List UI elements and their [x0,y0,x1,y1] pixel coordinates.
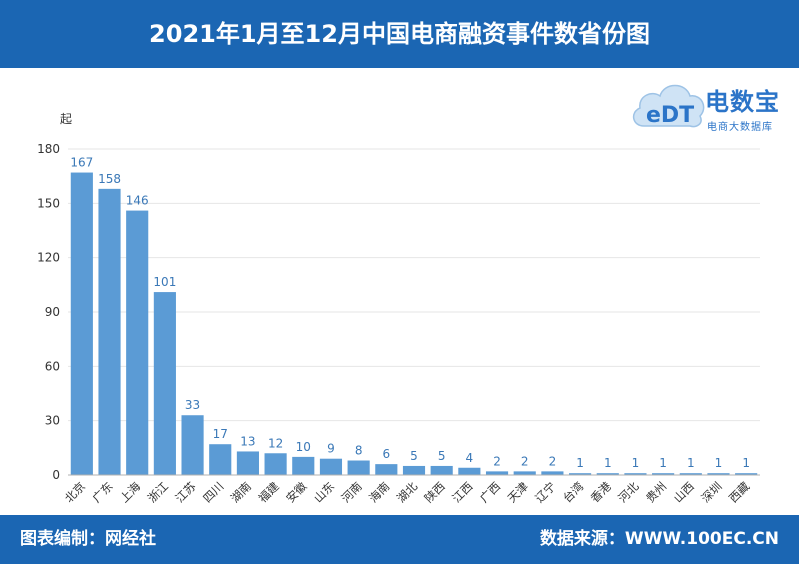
category-label: 河北 [615,479,642,506]
category-label: 江苏 [173,479,199,505]
category-label: 湖南 [228,479,254,505]
bar [679,473,702,475]
logo-subtitle: 电商大数据库 [707,122,773,133]
category-label: 山东 [311,479,337,505]
category-label: 山西 [671,479,697,505]
bar [707,473,730,475]
bar [292,456,315,475]
logo-name: 电数宝 [705,88,780,116]
bar [70,172,93,476]
value-label: 101 [153,275,176,289]
value-label: 1 [659,456,667,470]
category-label: 上海 [117,479,144,506]
bar [236,451,259,475]
category-label: 海南 [366,479,392,505]
value-label: 5 [438,449,446,463]
bar [402,465,426,475]
category-label: 西藏 [726,479,753,506]
value-label: 2 [521,454,529,468]
category-label: 浙江 [145,479,172,506]
grid-lines [68,148,760,422]
category-label: 安徽 [283,479,310,506]
y-tick-label: 30 [45,414,60,428]
value-label: 2 [493,454,501,468]
category-label: 湖北 [394,479,421,506]
category-label: 河南 [339,479,365,505]
value-label: 12 [268,436,283,450]
data-source: 数据来源：WWW.100EC.CN [539,529,779,549]
chart-editor: 图表编制：网经社 [20,529,156,549]
value-label: 6 [382,447,390,461]
value-label: 1 [604,456,612,470]
chart-title: 2021年1月至12月中国电商融资事件数省份图 [149,20,650,48]
category-label: 辽宁 [532,479,558,505]
category-label: 江西 [449,479,475,505]
y-tick-label: 60 [45,359,60,373]
category-label: 四川 [200,479,226,505]
bar [181,415,204,475]
value-label: 146 [126,194,149,208]
category-label: 天津 [505,479,531,505]
value-label: 1 [576,456,584,470]
category-label: 福建 [256,479,283,506]
bar [458,467,481,475]
value-label: 8 [355,444,363,458]
value-label: 5 [410,449,418,463]
value-label: 17 [213,427,228,441]
value-label: 167 [70,156,93,170]
bar [596,473,619,475]
logo-mark: eDT [646,103,694,128]
header-bar: 2021年1月至12月中国电商融资事件数省份图 [0,0,799,68]
value-label: 1 [687,456,695,470]
y-tick-label: 180 [37,142,60,156]
value-label: 1 [715,456,723,470]
category-label: 贵州 [643,479,669,505]
bar [375,464,398,475]
bar [569,473,592,475]
y-axis-ticks: 0 30 60 90 120 150 180 [37,142,60,482]
bar [347,460,370,475]
category-label: 深圳 [698,479,724,505]
bar [264,453,287,475]
value-label: 13 [240,434,255,448]
logo: eDT 电数宝 电商大数据库 [630,74,795,136]
bar [153,292,176,475]
category-label: 北京 [62,479,88,505]
y-axis-unit: 起 [60,112,73,126]
y-tick-label: 150 [37,196,60,210]
bar [624,473,647,475]
value-label: 10 [296,440,311,454]
value-label: 2 [549,454,557,468]
bar [513,471,536,475]
category-label: 陕西 [422,479,448,505]
y-tick-label: 0 [52,468,60,482]
bar [430,465,453,475]
cloud-logo-icon: eDT [632,84,705,128]
bar [652,473,675,475]
category-label: 广西 [477,479,503,505]
category-label: 台湾 [560,479,587,506]
value-label: 1 [742,456,750,470]
bar [541,471,564,475]
value-label: 9 [327,442,335,456]
x-axis-labels: 北京 广东 上海 浙江 江苏 四川 湖南 福建 安徽 山东 河南 海南 湖北 陕西 江西 广西 天津 辽宁 台湾 香港… [62,479,753,506]
category-label: 香港 [588,479,615,506]
value-label: 4 [466,451,474,465]
value-label: 158 [98,172,121,186]
bar [98,188,121,475]
bar [209,444,232,475]
bar [735,473,758,475]
y-tick-label: 120 [37,251,60,265]
bars [70,172,758,476]
y-tick-label: 90 [45,305,60,319]
bar [485,471,509,475]
footer-bar: 图表编制：网经社 数据来源：WWW.100EC.CN [0,515,799,564]
bar [319,458,343,475]
value-labels: 167 158 146 101 33 17 13 12 10 9 8 6 5 5 4 2 2 2 1 1 1 1 1 1 1 [70,156,750,471]
value-label: 33 [185,398,200,412]
category-label: 广东 [89,479,115,505]
value-label: 1 [632,456,640,470]
bar [126,210,149,476]
